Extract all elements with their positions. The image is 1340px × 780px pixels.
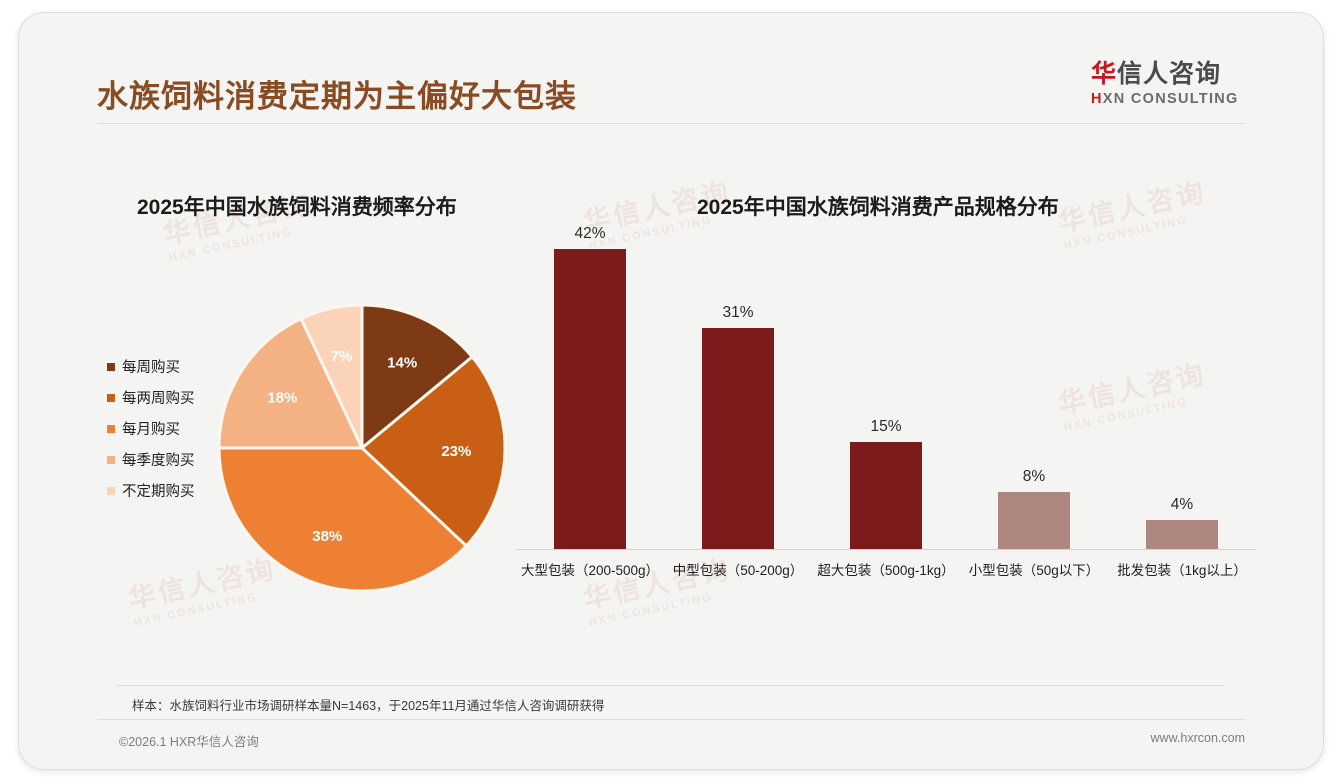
logo-english: HXN CONSULTING xyxy=(1091,89,1261,109)
bar-chart-axis xyxy=(516,549,1256,550)
legend-swatch-icon xyxy=(107,486,115,495)
legend-item[interactable]: 不定期购买 xyxy=(107,475,219,506)
bar-column[interactable]: 8% xyxy=(998,468,1070,549)
legend-item-label: 每季度购买 xyxy=(122,453,195,469)
bar-value-label: 8% xyxy=(1022,467,1046,485)
legend-swatch-icon xyxy=(107,424,115,433)
pie-slice-value: 18% xyxy=(267,389,297,406)
bar-chart-title: 2025年中国水族饲料消费产品规格分布 xyxy=(697,196,1059,219)
logo-chinese: 华信人咨询 xyxy=(1091,60,1261,89)
pie-slice[interactable] xyxy=(299,303,364,449)
pie-slice[interactable] xyxy=(360,303,475,452)
bar-column[interactable]: 4% xyxy=(1146,496,1218,549)
legend-item[interactable]: 每季度购买 xyxy=(107,444,219,475)
logo-rest-chars: 信人咨询 xyxy=(1117,60,1222,88)
legend-swatch-icon xyxy=(107,362,115,371)
bar-rect[interactable] xyxy=(554,249,626,549)
pie-slice-value: 23% xyxy=(441,443,471,460)
legend-item[interactable]: 每两周购买 xyxy=(107,382,219,413)
bar-category-label: 批发包装（1kg以上） xyxy=(1117,563,1247,578)
legend-swatch-icon xyxy=(107,393,115,402)
legend-item-label: 每两周购买 xyxy=(122,391,195,407)
bar-rect[interactable] xyxy=(850,441,922,549)
bar-category-label: 中型包装（50-200g） xyxy=(672,563,804,578)
header-divider xyxy=(97,123,1245,124)
watermark: 华信人咨询 HXN CONSULTING xyxy=(1055,176,1209,252)
footer-divider xyxy=(97,719,1245,720)
legend-item-label: 每周购买 xyxy=(122,360,180,376)
logo-en-rest: XN CONSULTING xyxy=(1102,90,1239,107)
bar-value-label: 4% xyxy=(1170,496,1194,514)
pie-slice[interactable] xyxy=(217,316,365,450)
legend-swatch-icon xyxy=(107,455,115,464)
pie-chart-svg: 14% 23% 38% 18% 7% xyxy=(217,303,507,593)
bar-value-label: 31% xyxy=(722,303,754,321)
legend-item[interactable]: 每周购买 xyxy=(107,351,219,382)
company-logo: 华信人咨询 HXN CONSULTING xyxy=(1091,60,1261,109)
bar-column[interactable]: 15% xyxy=(850,418,922,549)
bar-chart: 42% 31% 15% 8% 4% xyxy=(516,225,1256,549)
pie-slice-value: 38% xyxy=(312,528,342,545)
bar-column[interactable]: 42% xyxy=(554,225,626,549)
website-link[interactable]: www.hxrcon.com xyxy=(1150,731,1245,745)
bar-category-label: 大型包装（200-500g） xyxy=(520,563,660,578)
bar-category-label: 小型包装（50g以下） xyxy=(968,563,1100,578)
pie-slice-value: 7% xyxy=(331,348,353,365)
bar-rect[interactable] xyxy=(702,327,774,549)
slide-header: 水族饲料消费定期为主偏好大包装 华信人咨询 HXN CONSULTING xyxy=(19,13,1323,125)
bar-category-label: 超大包装（500g-1kg） xyxy=(817,563,955,578)
pie-slice[interactable] xyxy=(359,354,507,549)
pie-chart-title: 2025年中国水族饲料消费频率分布 xyxy=(137,196,457,219)
bar-value-label: 42% xyxy=(574,225,606,242)
bar-rect[interactable] xyxy=(998,491,1070,549)
logo-en-accent: H xyxy=(1091,90,1103,107)
legend-item-label: 每月购买 xyxy=(122,422,180,438)
bar-value-label: 15% xyxy=(870,417,902,435)
logo-accent-char: 华 xyxy=(1091,60,1118,88)
pie-legend: 每周购买每两周购买每月购买每季度购买不定期购买 xyxy=(107,351,219,506)
bar-column[interactable]: 31% xyxy=(702,304,774,549)
slide-canvas: 华信人咨询 HXN CONSULTING 华信人咨询 HXN CONSULTING … xyxy=(18,12,1324,770)
bar-rect[interactable] xyxy=(1146,520,1218,549)
sample-note: 样本：水族饲料行业市场调研样本量N=1463，于2025年11月通过华信人咨询调… xyxy=(132,699,605,713)
copyright-text: ©2026.1 HXR华信人咨询 xyxy=(119,735,259,749)
legend-item[interactable]: 每月购买 xyxy=(107,413,219,444)
legend-item-label: 不定期购买 xyxy=(122,484,195,500)
pie-slice-value: 14% xyxy=(387,355,417,372)
pie-slice[interactable] xyxy=(217,446,469,593)
note-divider xyxy=(117,685,1225,686)
page-title: 水族饲料消费定期为主偏好大包装 xyxy=(97,79,577,114)
pie-chart: 每周购买每两周购买每月购买每季度购买不定期购买 14% 23% 38% 18% 7% xyxy=(107,303,517,593)
